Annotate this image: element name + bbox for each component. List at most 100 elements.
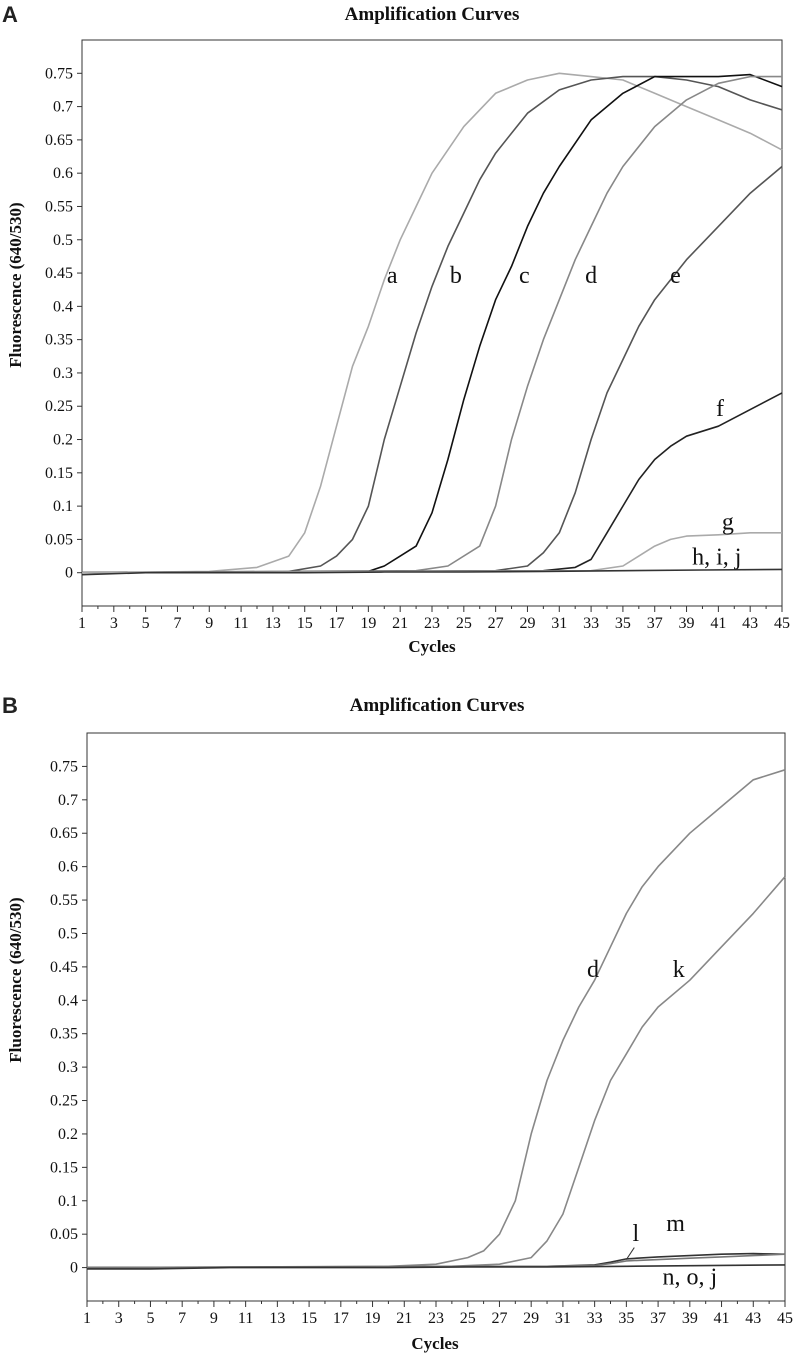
- y-tick-label-a: 0.7: [53, 99, 73, 116]
- curve-label-a: a: [387, 263, 398, 289]
- y-ticks-a: 0 0.05 0.1 0.15 0.2 0.25 0.3 0.35 0.4 0.45 0.5 0.55…: [45, 65, 82, 582]
- x-tick-label-b: 43: [745, 1310, 761, 1327]
- y-tick-label-a: 0.65: [45, 132, 73, 149]
- series-line-b-noj: [87, 1264, 786, 1270]
- panel-letter-b: B: [2, 693, 18, 718]
- y-axis-label-b: Fluorescence (640/530): [6, 897, 25, 1062]
- y-tick-label-a: 0.6: [53, 165, 73, 182]
- y-tick-label-a: 0.75: [45, 65, 73, 82]
- x-tick-label-a: 7: [173, 615, 181, 632]
- y-tick-label-b: 0.15: [50, 1159, 78, 1176]
- x-tick-label-b: 27: [491, 1310, 507, 1327]
- series-line-a-b: [81, 75, 783, 574]
- x-tick-label-a: 43: [742, 615, 758, 632]
- x-tick-label-b: 21: [396, 1310, 412, 1327]
- y-tick-label-b: 0: [70, 1260, 78, 1277]
- y-tick-label-b: 0.25: [50, 1093, 78, 1110]
- x-tick-label-b: 3: [115, 1310, 123, 1327]
- series-line-a-f: [81, 392, 783, 574]
- y-tick-label-a: 0.5: [53, 232, 73, 249]
- y-tick-label-b: 0.3: [58, 1059, 78, 1076]
- series-line-a-a: [81, 72, 783, 574]
- series-line-a-g: [81, 531, 782, 574]
- y-tick-label-a: 0.3: [53, 365, 73, 382]
- x-tick-label-b: 29: [523, 1310, 539, 1327]
- y-tick-label-b: 0.7: [58, 792, 78, 809]
- series-lines-b: [86, 769, 786, 1270]
- x-tick-label-b: 9: [210, 1310, 218, 1327]
- x-axis-label-b: Cycles: [411, 1334, 459, 1353]
- curve-label-a: e: [670, 263, 681, 289]
- y-ticks-b: 0 0.05 0.1 0.15 0.2 0.25 0.3 0.35 0.4 0.45 0.5 0.55…: [50, 758, 87, 1277]
- x-tick-label-a: 9: [205, 615, 213, 632]
- x-tick-label-b: 7: [178, 1310, 186, 1327]
- x-ticks-b: 1 3 5 7 9 11 13 15 17 19 21 23 25 27 29 31 33 35 37 39 41 43 4…: [83, 1301, 793, 1327]
- series-line-a-c: [81, 73, 783, 574]
- x-tick-label-a: 1: [78, 615, 86, 632]
- x-tick-label-b: 1: [83, 1310, 91, 1327]
- x-tick-label-a: 23: [424, 615, 440, 632]
- x-tick-label-a: 29: [519, 615, 535, 632]
- x-tick-label-a: 33: [583, 615, 599, 632]
- x-tick-label-b: 33: [587, 1310, 603, 1327]
- x-tick-label-a: 21: [392, 615, 408, 632]
- leader-line-l: [625, 1247, 635, 1260]
- y-axis-label-a: Fluorescence (640/530): [6, 202, 25, 367]
- x-tick-label-a: 27: [488, 615, 504, 632]
- x-tick-label-a: 15: [297, 615, 313, 632]
- series-line-a-e: [81, 165, 783, 574]
- x-tick-label-b: 41: [714, 1310, 730, 1327]
- y-tick-label-a: 0.4: [53, 298, 73, 315]
- x-tick-label-a: 31: [551, 615, 567, 632]
- chart-title-a: Amplification Curves: [345, 4, 520, 25]
- series-line-b-d: [86, 769, 786, 1269]
- y-tick-label-b: 0.5: [58, 925, 78, 942]
- x-tick-label-b: 31: [555, 1310, 571, 1327]
- curve-label-b: k: [673, 957, 685, 983]
- y-tick-label-a: 0.25: [45, 398, 73, 415]
- curve-label-a: c: [519, 263, 530, 289]
- x-tick-label-a: 37: [647, 615, 663, 632]
- x-tick-label-b: 15: [301, 1310, 317, 1327]
- x-tick-label-a: 13: [265, 615, 281, 632]
- series-lines-a: [81, 72, 783, 576]
- x-tick-label-b: 13: [269, 1310, 285, 1327]
- y-tick-label-b: 0.45: [50, 959, 78, 976]
- panel-letter-a: A: [2, 2, 18, 27]
- x-tick-label-a: 19: [360, 615, 376, 632]
- y-tick-label-b: 0.4: [58, 992, 78, 1009]
- curve-labels-a: a b c d e f g h, i, j: [387, 263, 742, 571]
- curve-label-b: l: [633, 1221, 640, 1247]
- y-tick-label-b: 0.35: [50, 1026, 78, 1043]
- panel-a: A Amplification Curves Fluorescence (640…: [2, 2, 790, 656]
- plot-frame-a: [81, 39, 783, 607]
- y-tick-label-a: 0.1: [53, 498, 73, 515]
- x-tick-label-b: 19: [365, 1310, 381, 1327]
- curve-label-a: g: [722, 509, 734, 535]
- series-line-a-hij: [81, 568, 783, 576]
- x-ticks-a: 1 3 5 7 9 11 13 15 17 19 21 23 25 27 29 31 33 35 37 39 41 43 4…: [78, 606, 790, 632]
- x-tick-label-a: 39: [679, 615, 695, 632]
- y-tick-label-b: 0.75: [50, 758, 78, 775]
- curve-label-a: f: [716, 396, 724, 422]
- x-tick-label-b: 23: [428, 1310, 444, 1327]
- x-tick-label-b: 25: [460, 1310, 476, 1327]
- y-tick-label-a: 0.45: [45, 265, 73, 282]
- x-tick-label-a: 35: [615, 615, 631, 632]
- y-tick-label-a: 0.05: [45, 531, 73, 548]
- curve-label-a: h, i, j: [692, 545, 741, 571]
- x-tick-label-b: 17: [333, 1310, 349, 1327]
- series-line-b-k: [86, 876, 786, 1269]
- y-tick-label-b: 0.1: [58, 1193, 78, 1210]
- x-tick-label-a: 41: [710, 615, 726, 632]
- x-tick-label-b: 45: [777, 1310, 793, 1327]
- x-axis-label-a: Cycles: [408, 637, 456, 656]
- curve-labels-b: d k ml n, o, j: [587, 957, 717, 1290]
- curve-label-a: d: [585, 263, 597, 289]
- series-line-a-d: [81, 75, 782, 574]
- y-tick-label-b: 0.55: [50, 892, 78, 909]
- x-tick-label-b: 11: [238, 1310, 253, 1327]
- y-tick-label-a: 0.2: [53, 432, 73, 449]
- x-tick-label-a: 3: [110, 615, 118, 632]
